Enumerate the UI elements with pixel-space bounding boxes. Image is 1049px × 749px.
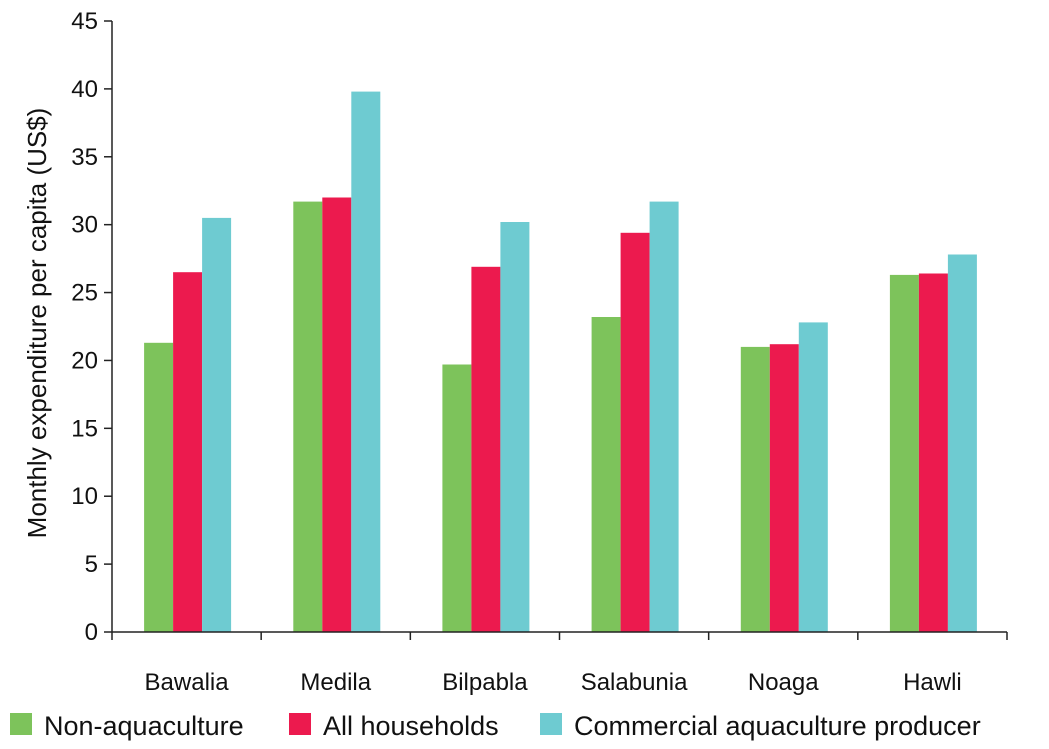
x-category-label: Bawalia: [145, 669, 230, 696]
bar-noaga-non-aquaculture: [740, 346, 770, 632]
y-tick-label: 25: [71, 280, 98, 307]
legend-swatch: [289, 713, 311, 735]
bar-bawalia-non-aquaculture: [144, 342, 174, 632]
y-tick-label: 30: [71, 212, 98, 239]
bar-bawalia-commercial-aquaculture-producer: [202, 217, 232, 632]
bar-salabunia-all-households: [620, 232, 650, 633]
bar-hawli-non-aquaculture: [889, 274, 919, 632]
x-category-label: Salabunia: [581, 669, 688, 696]
y-tick-label: 45: [71, 8, 98, 35]
y-tick-label: 20: [71, 347, 98, 374]
y-ticks-group: 0 5 10 15 20 25 30 35 40 45: [71, 8, 112, 646]
bar-salabunia-commercial-aquaculture-producer: [649, 201, 679, 632]
legend-label: Commercial aquaculture producer: [574, 711, 981, 741]
y-axis-title: Monthly expenditure per capita (US$): [22, 108, 52, 539]
bar-bawalia-all-households: [173, 272, 203, 632]
bar-hawli-commercial-aquaculture-producer: [947, 254, 977, 632]
legend-swatch: [10, 713, 32, 735]
y-tick-label: 0: [85, 619, 98, 646]
y-tick-label: 5: [85, 551, 98, 578]
bar-medila-non-aquaculture: [293, 201, 323, 632]
x-categories-group: Bawalia Medila Bilpabla Salabunia Noaga Hawli: [145, 669, 962, 696]
bar-bilpabla-non-aquaculture: [442, 364, 472, 632]
legend-swatch: [540, 713, 562, 735]
x-category-label: Hawli: [903, 669, 962, 696]
x-category-label: Noaga: [748, 669, 819, 696]
legend-label: All households: [323, 711, 499, 741]
y-tick-label: 40: [71, 76, 98, 103]
y-tick-label: 15: [71, 415, 98, 442]
x-category-label: Bilpabla: [442, 669, 528, 696]
bar-salabunia-non-aquaculture: [591, 317, 621, 632]
y-tick-label: 10: [71, 483, 98, 510]
bar-medila-all-households: [322, 197, 352, 632]
bar-bilpabla-all-households: [471, 266, 501, 632]
axes-group: [111, 21, 1008, 640]
bar-medila-commercial-aquaculture-producer: [351, 91, 381, 633]
bar-bilpabla-commercial-aquaculture-producer: [500, 222, 530, 632]
legend-label: Non-aquaculture: [44, 711, 244, 741]
bar-noaga-all-households: [769, 344, 799, 632]
bar-noaga-commercial-aquaculture-producer: [798, 322, 828, 632]
y-tick-label: 35: [71, 144, 98, 171]
bar-hawli-all-households: [918, 273, 948, 632]
legend: Non-aquaculture All households Commercial …: [10, 711, 981, 741]
x-category-label: Medila: [300, 669, 371, 696]
bars-group: [144, 91, 977, 633]
